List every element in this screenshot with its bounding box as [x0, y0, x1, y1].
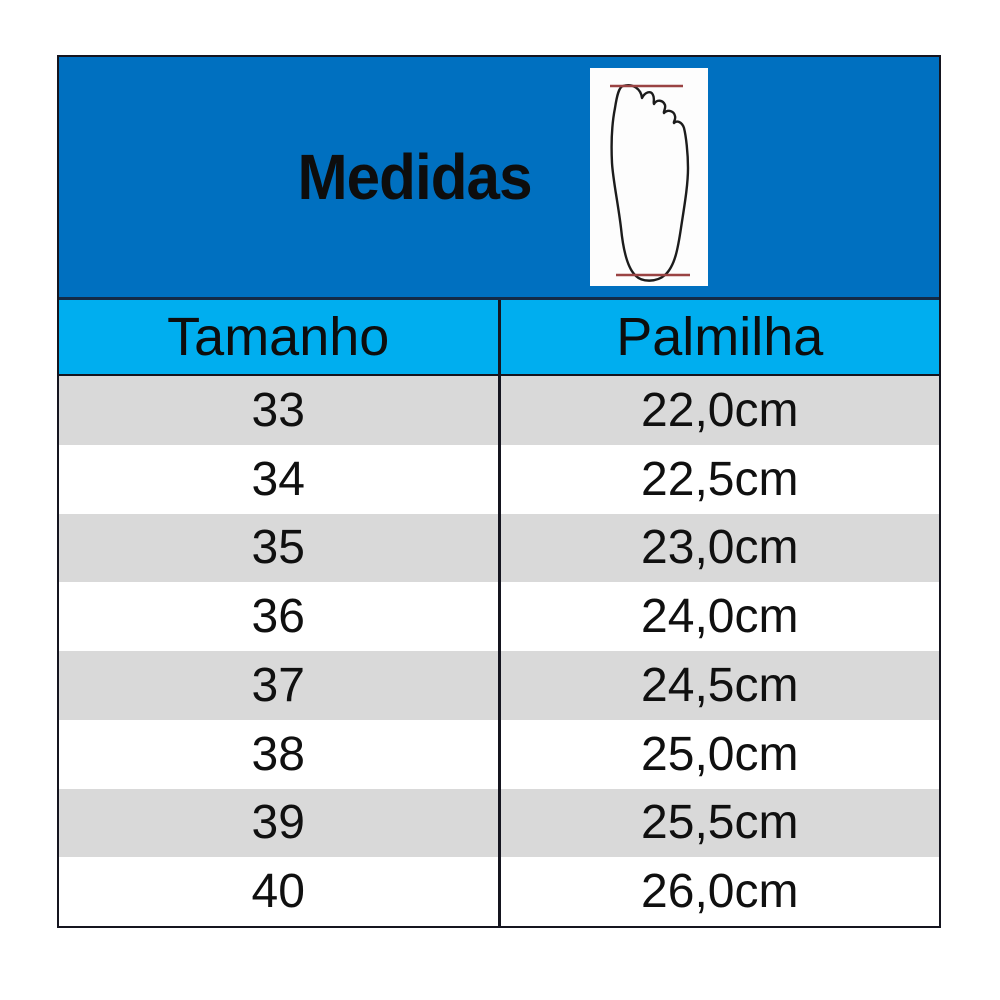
column-header-tamanho: Tamanho: [167, 307, 390, 367]
size-value-cell: 36: [251, 590, 305, 644]
size-value-cell: 35: [251, 521, 305, 575]
table-row: 40 26,0cm: [59, 857, 939, 926]
insole-length-cell: 24,0cm: [497, 582, 940, 651]
table-row: 36 24,0cm: [59, 582, 939, 651]
table-row: 33 22,0cm: [59, 376, 939, 445]
column-header-palmilha: Palmilha: [497, 300, 940, 374]
foot-outline-icon: [609, 84, 690, 282]
insole-length-cell: 25,5cm: [497, 788, 940, 858]
size-value-cell: 33: [251, 383, 305, 437]
foot-measure-diagram: [589, 68, 708, 286]
table-row: 35 23,0cm: [59, 513, 940, 583]
size-value-cell: 34: [251, 452, 305, 506]
size-value-cell: 40: [251, 865, 305, 919]
table-row: 38 25,0cm: [59, 719, 940, 789]
insole-length-cell: 26,0cm: [497, 857, 940, 926]
table-row: 34 22,5cm: [59, 444, 940, 514]
chart-header: Medidas: [59, 57, 939, 300]
table-row: 37 24,5cm: [59, 651, 939, 720]
insole-length-cell: 22,0cm: [497, 376, 940, 445]
insole-length-cell: 22,5cm: [497, 444, 940, 514]
size-value-cell: 39: [251, 796, 305, 850]
insole-length-cell: 25,0cm: [497, 719, 940, 789]
size-value-cell: 38: [251, 727, 305, 781]
insole-length-cell: 23,0cm: [497, 513, 940, 583]
column-header-row: Tamanho Palmilha: [59, 300, 939, 376]
size-value-cell: 37: [251, 658, 305, 712]
table-row: 39 25,5cm: [59, 788, 940, 858]
table-body: 33 22,0cm 34 22,5cm 35 23,0cm 36 24,0cm 37 24,5cm…: [59, 376, 939, 926]
size-chart-table: Medidas Tamanho Palmilha 33 22,0cm 34 22,5c…: [57, 55, 941, 928]
insole-length-cell: 24,5cm: [497, 651, 940, 720]
page-title: Medidas: [297, 141, 533, 213]
